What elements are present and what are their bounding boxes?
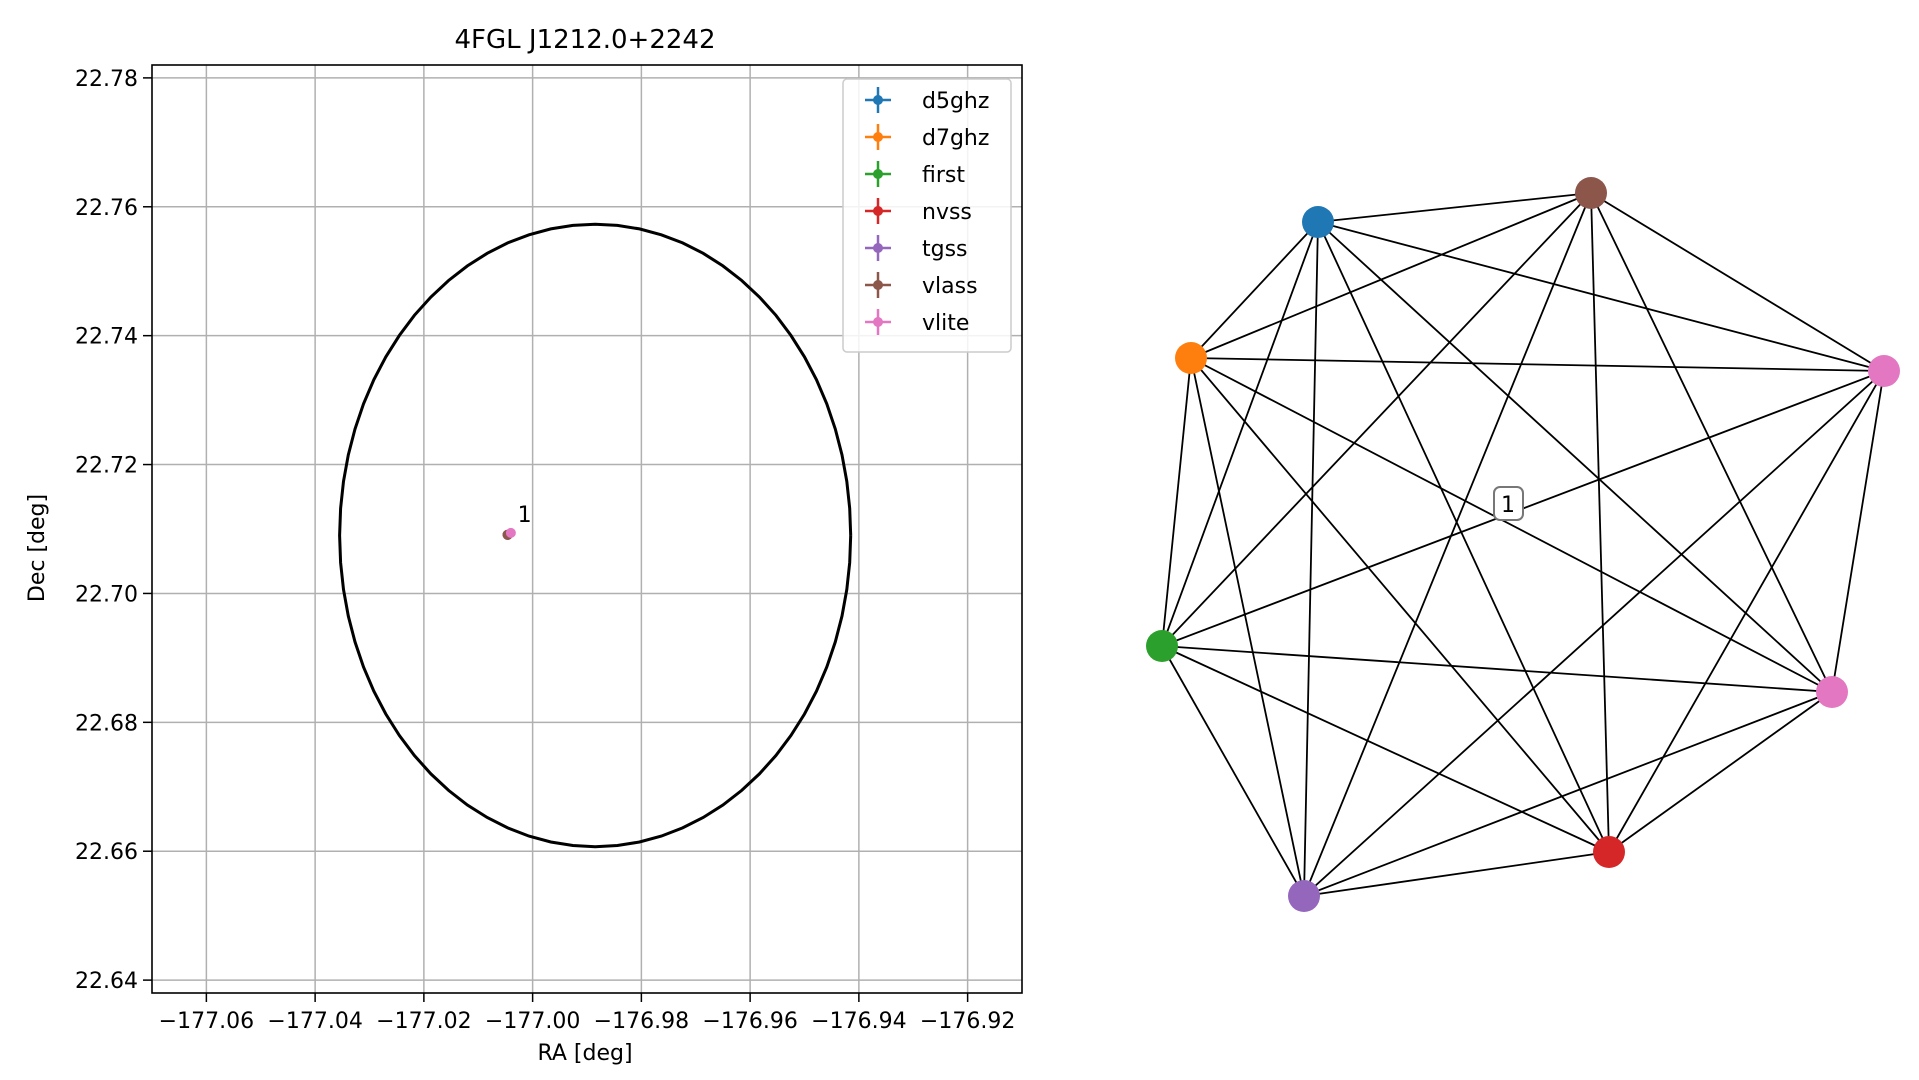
graph-edge <box>1190 357 1610 853</box>
graph-edge <box>1190 357 1833 693</box>
graph-edge <box>1317 221 1610 853</box>
graph-edge <box>1190 221 1319 359</box>
x-axis-label: RA [deg] <box>537 1041 632 1066</box>
legend-marker-dot <box>873 132 883 142</box>
graph-edge <box>1303 691 1833 897</box>
graph-edge <box>1303 851 1610 897</box>
error-ellipse-layer <box>338 222 853 849</box>
graph-edge <box>1590 192 1833 693</box>
x-tick-label: −177.04 <box>267 1009 362 1034</box>
source-points <box>502 527 516 540</box>
graph-edge <box>1317 221 1885 372</box>
legend-marker-dot <box>873 169 883 179</box>
graph-edge <box>1161 357 1192 647</box>
graph-edge <box>1303 221 1319 897</box>
x-tick-label: −177.06 <box>159 1009 254 1034</box>
crossmatch-network-graph: 1 <box>1146 177 1900 912</box>
y-tick-label: 22.76 <box>75 196 138 221</box>
graph-edge <box>1190 192 1592 359</box>
x-tick-label: −177.00 <box>485 1009 580 1034</box>
graph-nodes <box>1146 177 1900 912</box>
graph-label-text: 1 <box>1501 493 1515 518</box>
legend-entry-d7ghz: d7ghz <box>922 126 989 151</box>
chart-title: 4FGL J1212.0+2242 <box>455 25 716 55</box>
graph-node-nvss <box>1593 836 1625 868</box>
graph-node-first <box>1146 630 1178 662</box>
y-tick-label: 22.78 <box>75 67 138 92</box>
graph-label-frame <box>1493 486 1524 521</box>
graph-edges <box>1161 192 1885 897</box>
legend-entry-vlass: vlass <box>922 274 978 299</box>
graph-edge <box>1161 645 1833 693</box>
graph-node-vlass <box>1575 177 1607 209</box>
graph-node-d7ghz <box>1175 342 1207 374</box>
y-tick-label: 22.64 <box>75 969 138 994</box>
graph-edge <box>1303 192 1592 897</box>
graph-edge <box>1161 645 1610 853</box>
legend-entry-tgss: tgss <box>922 237 968 262</box>
source-annotation: 1 <box>518 503 532 528</box>
x-tick-label: −176.96 <box>702 1009 797 1034</box>
source-point-vlite <box>505 527 516 538</box>
legend-marker-dot <box>873 95 883 105</box>
legend-marker-dot <box>873 206 883 216</box>
axes-frame <box>151 64 1023 994</box>
graph-edge <box>1831 370 1885 693</box>
graph-edge <box>1317 221 1833 693</box>
sky-position-plot: 1 −177.06 −177.04 −177.02 −177.00 −176.98 −17… <box>25 25 1023 1066</box>
legend-marker-dot <box>873 317 883 327</box>
graph-edge <box>1590 192 1610 853</box>
y-tick-label: 22.72 <box>75 454 138 479</box>
legend-entry-first: first <box>922 163 965 188</box>
graph-edge <box>1303 370 1885 897</box>
graph-node-vlite-b <box>1816 676 1848 708</box>
error-ellipse <box>338 222 853 849</box>
graph-edge <box>1161 221 1319 647</box>
graph-edge <box>1590 192 1885 372</box>
legend-marker-dot <box>873 243 883 253</box>
graph-edge <box>1161 645 1305 897</box>
x-tick-label: −176.92 <box>920 1009 1015 1034</box>
x-tick-label: −176.94 <box>811 1009 906 1034</box>
x-axis-ticks: −177.06 −177.04 −177.02 −177.00 −176.98 −176.… <box>159 993 1015 1034</box>
legend-marker-dot <box>873 280 883 290</box>
y-tick-label: 22.68 <box>75 711 138 736</box>
x-tick-label: −176.98 <box>594 1009 689 1034</box>
graph-node-d5ghz <box>1302 206 1334 238</box>
y-axis-ticks: 22.64 22.66 22.68 22.70 22.72 22.74 22.76 22.78 <box>75 67 152 994</box>
graph-edge <box>1190 357 1885 372</box>
x-tick-label: −177.02 <box>376 1009 471 1034</box>
graph-node-vlite-a <box>1868 355 1900 387</box>
y-tick-label: 22.74 <box>75 325 138 350</box>
legend: d5ghz d7ghz first nvss tgss vlass vlite <box>842 78 1012 353</box>
graph-edge <box>1317 192 1592 223</box>
y-axis-label: Dec [deg] <box>25 494 50 602</box>
graph-label-box: 1 <box>1493 486 1524 521</box>
graph-edge <box>1190 357 1305 897</box>
legend-entry-vlite: vlite <box>922 311 969 336</box>
legend-entry-nvss: nvss <box>922 200 972 225</box>
graph-edge <box>1161 192 1592 647</box>
y-tick-label: 22.66 <box>75 840 138 865</box>
graph-edge <box>1608 691 1833 853</box>
graph-node-tgss <box>1288 880 1320 912</box>
legend-entry-d5ghz: d5ghz <box>922 89 989 114</box>
y-tick-label: 22.70 <box>75 582 138 607</box>
graph-edge <box>1608 370 1885 853</box>
